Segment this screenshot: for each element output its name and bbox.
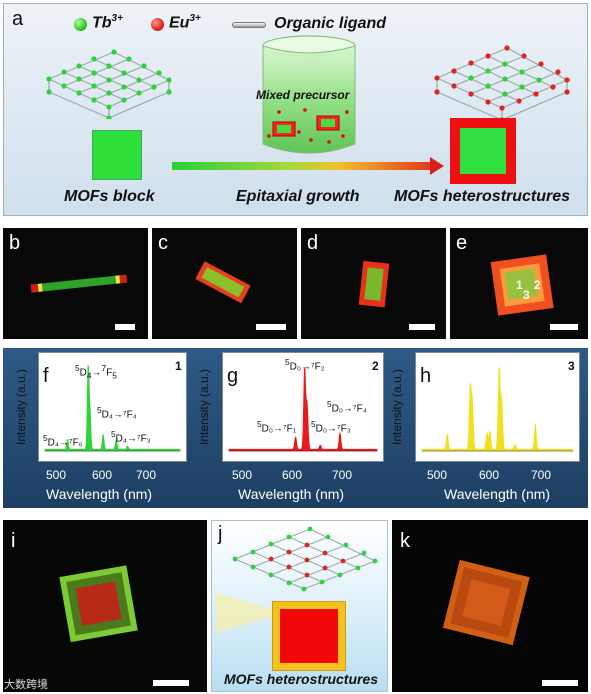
ylabel-h: Intensity (a.u.) xyxy=(390,368,404,445)
spectrum-f: f 1 5D4→7F5 5D₄→⁷F₄ 5D₄→⁷F₆ 5D₄→⁷F₃ xyxy=(38,352,187,462)
anno-f-3: 5D₄→⁷F₆ xyxy=(43,433,83,449)
anno-f-4: 5D₄→⁷F₃ xyxy=(111,429,151,445)
eu-dot-icon xyxy=(151,18,164,31)
xlabel-g: Wavelength (nm) xyxy=(238,486,345,502)
scale-bar xyxy=(542,680,578,686)
panel-label-g: g xyxy=(227,365,239,387)
scale-bar xyxy=(550,324,578,330)
block-crystal xyxy=(195,261,251,304)
panel-label-h: h xyxy=(420,365,432,387)
anno-g-3: 5D₀→⁷F₁ xyxy=(257,419,297,435)
panel-label-i: i xyxy=(11,530,16,552)
micrograph-k: k xyxy=(392,520,588,692)
square-crystal-k xyxy=(442,559,530,646)
arrow-head-icon xyxy=(430,157,444,175)
micrograph-i: i xyxy=(3,520,207,692)
panel-label-b: b xyxy=(9,232,21,254)
ligand-icon xyxy=(232,22,266,28)
anno-f-main: 5D4→7F5 xyxy=(75,363,117,381)
point-1-label: 1 xyxy=(516,278,523,292)
point-3-label: 3 xyxy=(523,288,530,302)
legend-ligand: Organic ligand xyxy=(274,15,387,32)
ylabel-f: Intensity (a.u.) xyxy=(14,368,28,445)
scheme-panel: a Tb3+ Eu3+ Organic ligand MOFs block xyxy=(3,3,588,216)
caption-mofs-heterostructures: MOFs heterostructures xyxy=(394,188,571,205)
caption-mofs-block: MOFs block xyxy=(64,188,155,205)
schematic-j: j MOFs heterostructures xyxy=(211,520,388,692)
panel-label-a: a xyxy=(12,8,24,30)
spectrum-h: h 3 xyxy=(415,352,580,462)
mofs-block-square xyxy=(92,130,142,180)
point-2-label: 2 xyxy=(534,278,541,292)
spectrum-f-plot xyxy=(44,365,181,452)
hetero-square-inner xyxy=(460,128,506,174)
scale-bar xyxy=(256,324,286,330)
legend-eu: Eu3+ xyxy=(169,13,201,32)
hetero-lattice-icon xyxy=(232,526,378,592)
epitaxial-arrow xyxy=(172,162,430,170)
panel-label-f: f xyxy=(43,365,49,387)
scale-bar xyxy=(153,680,189,686)
rod-crystal xyxy=(30,274,128,293)
spectrum-trace-h xyxy=(421,366,574,452)
panel-label-e: e xyxy=(456,232,468,254)
beaker-icon xyxy=(262,35,356,154)
spectrum-trace-f xyxy=(44,365,181,452)
anno-g-4: 5D₀→⁷F₃ xyxy=(311,419,351,435)
xlabel-f: Wavelength (nm) xyxy=(46,486,153,502)
anno-g-1: 5D₀→⁷F₂ xyxy=(285,357,325,373)
anno-f-2: 5D₄→⁷F₄ xyxy=(97,405,137,421)
caption-epitaxial-growth: Epitaxial growth xyxy=(236,188,360,205)
mixed-precursor-label: Mixed precursor xyxy=(256,88,350,102)
scale-bar xyxy=(409,324,435,330)
spectrum-point-label: 3 xyxy=(568,359,575,373)
tb-dot-icon xyxy=(74,18,87,31)
panel-label-d: d xyxy=(307,232,319,254)
tb-lattice-icon xyxy=(46,49,172,119)
spectrum-h-plot xyxy=(421,366,574,452)
square-crystal xyxy=(490,254,554,316)
hetero-lattice-icon xyxy=(434,45,570,122)
spectrum-point-label: 1 xyxy=(175,359,182,373)
watermark: 大数跨境 xyxy=(4,679,48,691)
micrograph-c: c xyxy=(152,228,297,339)
panel-label-c: c xyxy=(158,232,168,254)
ylabel-g: Intensity (a.u.) xyxy=(197,368,211,445)
spectrum-point-label: 2 xyxy=(372,359,379,373)
micrograph-d: d xyxy=(301,228,446,339)
xlabel-h: Wavelength (nm) xyxy=(444,486,551,502)
micrograph-b: b xyxy=(3,228,148,339)
red-core-square xyxy=(280,609,338,663)
legend-tb: Tb3+ xyxy=(92,13,123,32)
anno-g-2: 5D₀→⁷F₄ xyxy=(327,399,367,415)
spectrum-g-plot xyxy=(228,367,378,452)
spectrum-g: g 2 5D₀→⁷F₂ 5D₀→⁷F₄ 5D₀→⁷F₁ 5D₀→⁷F₃ xyxy=(222,352,384,462)
micrograph-e: e 1 2 3 xyxy=(450,228,588,339)
panel-label-k: k xyxy=(400,530,410,552)
scale-bar xyxy=(115,324,135,330)
square-crystal-i xyxy=(59,565,138,643)
panel-label-j: j xyxy=(218,523,223,545)
spectrum-trace-g xyxy=(228,367,378,452)
caption-j: MOFs heterostructures xyxy=(224,671,379,687)
plate-crystal xyxy=(358,260,390,308)
